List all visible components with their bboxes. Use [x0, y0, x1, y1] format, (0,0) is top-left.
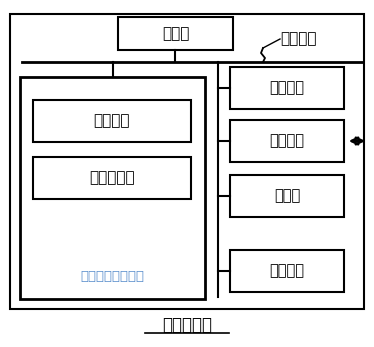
Text: 计算机程序: 计算机程序	[89, 170, 135, 186]
Bar	[33, 157, 191, 199]
Text: 输入装置: 输入装置	[270, 263, 304, 279]
Bar	[230, 250, 344, 292]
Bar	[230, 67, 344, 109]
Bar	[20, 77, 205, 299]
Text: 非易失性存储介质: 非易失性存储介质	[80, 271, 144, 283]
Bar	[230, 120, 344, 162]
Text: 操作系统: 操作系统	[94, 113, 130, 128]
Text: 计算机设备: 计算机设备	[162, 316, 212, 334]
Text: 网络接口: 网络接口	[270, 134, 304, 149]
Bar	[33, 100, 191, 142]
Text: 处理器: 处理器	[162, 26, 189, 41]
Bar	[118, 17, 233, 50]
Bar	[10, 14, 364, 309]
Bar	[230, 175, 344, 217]
Text: 系统总线: 系统总线	[280, 32, 316, 46]
Text: 显示屏: 显示屏	[274, 188, 300, 203]
Text: 内存储器: 内存储器	[270, 81, 304, 95]
